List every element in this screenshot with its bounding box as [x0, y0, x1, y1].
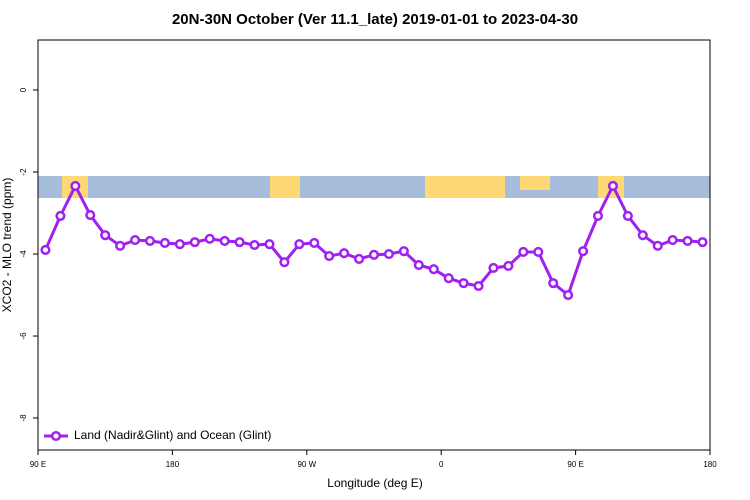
point [40, 244, 51, 255]
point [354, 253, 365, 264]
chart-title: 20N-30N October (Ver 11.1_late) 2019-01-… [172, 11, 578, 28]
point [204, 233, 215, 244]
point [682, 235, 693, 246]
point [174, 239, 185, 250]
point [443, 273, 454, 284]
point [428, 264, 439, 275]
point [234, 237, 245, 248]
point [130, 235, 141, 246]
point [324, 251, 335, 262]
point [622, 210, 633, 221]
point [518, 246, 529, 258]
x-tick-label: 180 [166, 460, 180, 469]
y-tick-label: -6 [19, 332, 28, 340]
point [667, 235, 678, 246]
point [309, 237, 320, 248]
x-tick-label: 90 W [297, 460, 316, 469]
point [503, 260, 514, 271]
land [520, 176, 550, 190]
point [55, 210, 66, 221]
point [488, 262, 499, 274]
point [219, 235, 230, 246]
land [270, 176, 300, 198]
y-tick-label: -8 [19, 414, 28, 422]
point [458, 278, 469, 289]
point [85, 210, 96, 221]
point [249, 239, 260, 251]
point [548, 278, 559, 289]
point [115, 240, 126, 251]
land [425, 176, 505, 198]
point [398, 246, 409, 257]
x-tick-label: 180 [703, 460, 717, 469]
x-tick-label: 90 E [567, 460, 583, 469]
point [607, 180, 618, 192]
x-axis-label: Longitude (deg E) [327, 476, 422, 490]
point [637, 230, 648, 241]
point [279, 257, 290, 268]
point [383, 248, 394, 260]
x-tick-label: 90 E [30, 460, 46, 469]
point [339, 248, 350, 259]
point [563, 289, 574, 301]
point [592, 210, 604, 221]
y-tick-label: -2 [19, 168, 28, 176]
point [159, 237, 170, 248]
point [100, 230, 111, 241]
x-tick-label: 0 [439, 460, 444, 469]
point [697, 237, 708, 248]
map-strip [38, 176, 710, 198]
legend-label: Land (Nadir&Glint) and Ocean (Glint) [74, 428, 271, 442]
point [578, 246, 589, 257]
plot-frame [37, 39, 711, 451]
point [294, 239, 305, 250]
point [652, 240, 663, 251]
point [413, 260, 424, 271]
point [189, 237, 200, 248]
point [473, 280, 484, 292]
y-tick-label: -4 [19, 250, 28, 258]
legend-marker [50, 430, 62, 442]
point [70, 180, 81, 192]
point [533, 246, 544, 258]
y-axis-label: XCO2 - MLO trend (ppm) [0, 178, 14, 313]
point [144, 235, 156, 246]
y-tick-label: 0 [19, 87, 28, 92]
point [368, 249, 380, 260]
point [264, 239, 275, 250]
